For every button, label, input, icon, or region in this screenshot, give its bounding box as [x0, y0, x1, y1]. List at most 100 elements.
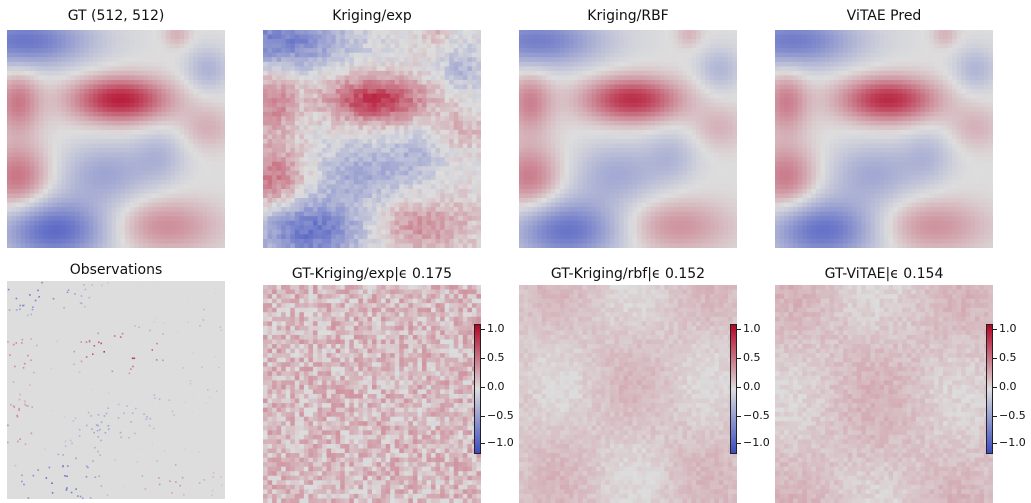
heatmap-cell	[412, 148, 419, 154]
heatmap-cell	[129, 120, 135, 126]
heatmap-cell	[220, 161, 225, 167]
heatmap-cell	[25, 134, 31, 140]
heatmap-cell	[322, 66, 328, 72]
heatmap-cell	[211, 157, 217, 163]
heatmap-cell	[435, 52, 441, 58]
heatmap-cell	[281, 129, 287, 136]
heatmap-cell	[431, 30, 437, 36]
heatmap-cell	[408, 43, 414, 49]
heatmap-cell	[349, 98, 355, 104]
heatmap-cell	[116, 157, 122, 163]
heatmap-cell	[471, 57, 478, 63]
heatmap-cell	[462, 188, 468, 195]
heatmap-cell	[267, 188, 273, 195]
heatmap-cell	[75, 170, 81, 176]
heatmap-cell	[358, 66, 364, 72]
heatmap-cell	[93, 143, 99, 149]
heatmap-cell	[650, 30, 656, 36]
heatmap-cell	[394, 93, 400, 99]
heatmap-cell	[147, 179, 153, 186]
heatmap-cell	[263, 157, 269, 163]
heatmap-cell	[215, 120, 222, 126]
heatmap-cell	[125, 184, 131, 190]
heatmap-cell	[25, 143, 31, 149]
heatmap-cell	[147, 148, 153, 154]
heatmap-cell	[29, 170, 35, 176]
heatmap-cell	[156, 188, 163, 195]
heatmap-cell	[125, 134, 131, 140]
heatmap-cell	[147, 48, 153, 54]
heatmap-cell	[272, 111, 278, 117]
heatmap-cell	[417, 57, 423, 63]
heatmap-cell	[408, 107, 414, 113]
heatmap-cell	[335, 148, 341, 154]
heatmap-cell	[449, 57, 455, 63]
heatmap-cell	[641, 57, 647, 63]
heatmap-cell	[29, 220, 35, 226]
heatmap-cell	[326, 152, 332, 158]
heatmap-cell	[170, 139, 176, 145]
heatmap-cell	[29, 175, 35, 181]
heatmap-cell	[322, 193, 328, 199]
heatmap-cell	[426, 243, 432, 248]
heatmap-cell	[88, 111, 94, 117]
heatmap-cell	[170, 175, 176, 181]
heatmap-cell	[394, 120, 400, 126]
heatmap-cell	[308, 220, 314, 226]
heatmap-cell	[202, 175, 208, 181]
heatmap-cell	[303, 161, 310, 167]
heatmap-cell	[417, 148, 423, 154]
heatmap-cell	[276, 198, 282, 204]
heatmap-cell	[161, 39, 167, 45]
heatmap-cell	[381, 34, 387, 40]
heatmap-cell	[335, 48, 341, 54]
heatmap-cell	[66, 161, 72, 167]
heatmap-cell	[267, 216, 273, 222]
heatmap-cell	[353, 116, 359, 122]
heatmap-cell	[417, 184, 423, 190]
heatmap-cell	[272, 170, 278, 176]
heatmap-cell	[129, 220, 135, 226]
heatmap-cell	[303, 61, 310, 67]
heatmap-cell	[97, 43, 103, 49]
heatmap-cell	[358, 216, 364, 222]
heatmap-cell	[591, 43, 597, 49]
heatmap-cell	[147, 216, 153, 222]
heatmap-cell	[75, 120, 81, 126]
heatmap-cell	[25, 234, 31, 240]
heatmap-cell	[696, 48, 702, 54]
heatmap-cell	[381, 43, 387, 49]
heatmap-cell	[344, 116, 350, 122]
heatmap-cell	[11, 52, 17, 58]
heatmap-cell	[75, 102, 81, 108]
heatmap-cell	[449, 61, 455, 67]
heatmap-cell	[709, 52, 715, 58]
heatmap-cell	[440, 152, 446, 158]
heatmap-cell	[476, 211, 481, 217]
heatmap-cell	[138, 75, 144, 81]
heatmap-cell	[111, 70, 117, 77]
heatmap-cell	[335, 79, 341, 86]
heatmap-cell	[381, 66, 387, 72]
heatmap-cell	[215, 207, 222, 213]
heatmap-cell	[367, 170, 373, 176]
heatmap-cell	[281, 188, 287, 195]
panel-gt: GT (512, 512)	[7, 8, 225, 250]
heatmap-cell	[211, 234, 217, 240]
heatmap-cell	[125, 43, 131, 49]
heatmap-cell	[353, 143, 359, 149]
heatmap-cell	[312, 238, 319, 245]
heatmap-cell	[143, 134, 149, 140]
heatmap-cell	[197, 207, 203, 213]
heatmap-cell	[188, 61, 194, 67]
heatmap-cell	[331, 79, 337, 86]
heatmap-cell	[440, 225, 446, 231]
heatmap-cell	[659, 61, 665, 67]
heatmap-cell	[134, 57, 140, 63]
heatmap-cell	[340, 143, 346, 149]
heatmap-cell	[129, 207, 135, 213]
heatmap-cell	[202, 207, 208, 213]
heatmap-cell	[120, 79, 126, 86]
heatmap-cell	[170, 179, 176, 186]
heatmap-cell	[417, 116, 423, 122]
